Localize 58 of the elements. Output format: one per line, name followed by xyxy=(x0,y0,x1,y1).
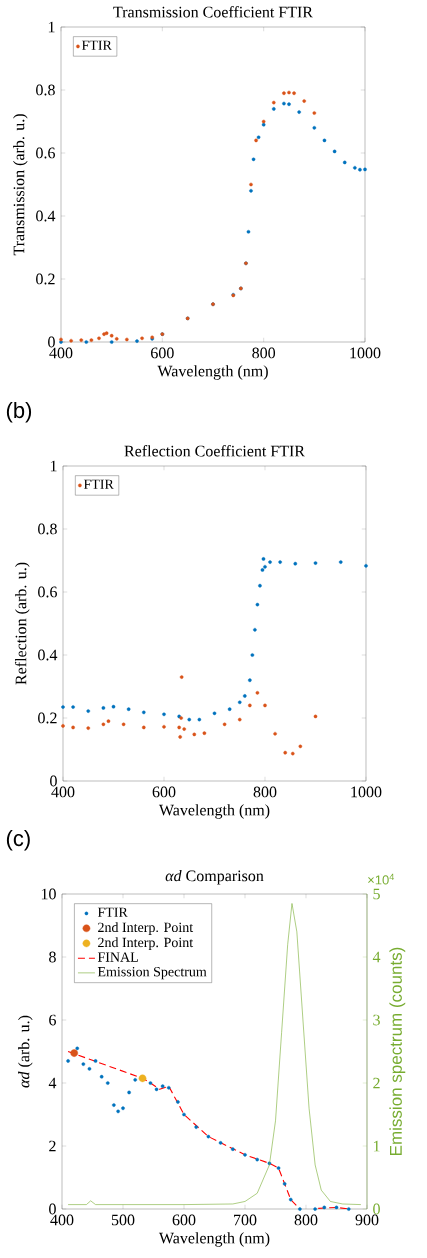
x-tick-label: 400 xyxy=(49,347,73,359)
y-tick-label: 0 xyxy=(48,336,55,348)
y2-tick-label: 3 xyxy=(373,1014,380,1026)
y2-tick-label: 4 xyxy=(372,951,381,963)
text: (c) xyxy=(6,829,30,851)
y2-tick-label: 5 xyxy=(373,888,380,900)
y-tick-label: 1 xyxy=(48,21,55,33)
y-tick-label: 0.4 xyxy=(36,210,56,222)
y-tick-label: 0 xyxy=(49,1203,56,1215)
x-tick-label: 500 xyxy=(111,1214,135,1226)
y-tick-label: 1 xyxy=(50,460,57,472)
y2-axis-title: Emission spectrum (counts) xyxy=(389,947,406,1155)
y-tick-label: 4 xyxy=(48,1077,57,1089)
y-axis-title: Transmission (arb. u.) xyxy=(13,114,28,256)
y-tick-label: 0.2 xyxy=(36,273,55,285)
x-tick-label: 800 xyxy=(294,1214,318,1226)
y-tick-label: 2 xyxy=(49,1140,56,1152)
chart-title: Transmission Coefficient FTIR xyxy=(113,6,313,18)
y2-tick-label: 2 xyxy=(373,1077,380,1089)
legend-label: Emission Spectrum xyxy=(97,967,207,980)
chart-title: Reflection Coefficient FTIR xyxy=(124,445,305,457)
y-axis-title: αd (arb. u.) xyxy=(18,1015,33,1088)
text: (b) xyxy=(6,401,32,423)
legend-label: FINAL xyxy=(97,952,138,962)
x-tick-label: 1000 xyxy=(351,786,382,798)
y-tick-label: 0 xyxy=(50,775,57,787)
y2-tick-label: 1 xyxy=(373,1140,380,1152)
text: ×10$^{4}$ xyxy=(368,873,395,885)
legend-label: FTIR xyxy=(97,907,128,917)
x-axis-title: Wavelength (nm) xyxy=(158,804,270,819)
legend-label: FTIR xyxy=(83,479,114,489)
legend-label: 2nd Interp. Point xyxy=(98,937,194,950)
x-axis-title: Wavelength (nm) xyxy=(158,1232,270,1247)
y-tick-label: 0.8 xyxy=(36,84,55,96)
y-tick-label: 10 xyxy=(41,888,56,900)
x-tick-label: 900 xyxy=(355,1214,379,1226)
y-tick-label: 0.6 xyxy=(36,147,55,159)
y-tick-label: 0.6 xyxy=(38,586,57,598)
x-tick-label: 600 xyxy=(172,1214,196,1226)
x-tick-label: 800 xyxy=(253,786,277,798)
x-tick-label: 400 xyxy=(50,1214,74,1226)
y2-tick-label: 0 xyxy=(373,1203,380,1215)
y-axis-title: Reflection (arb. u.) xyxy=(14,562,30,685)
x-tick-label: 700 xyxy=(234,1214,257,1226)
legend-label: FTIR xyxy=(81,40,112,50)
x-tick-label: 600 xyxy=(151,347,174,359)
x-tick-label: 1000 xyxy=(350,347,381,359)
chart-title: αd Comparison xyxy=(165,869,264,885)
x-tick-label: 400 xyxy=(51,786,75,798)
y-tick-label: 0.4 xyxy=(38,649,58,661)
y-tick-label: 0.2 xyxy=(38,712,57,724)
y-tick-label: 0.8 xyxy=(38,523,57,535)
y-tick-label: 8 xyxy=(49,951,56,963)
y-tick-label: 6 xyxy=(49,1014,56,1026)
x-axis-title: Wavelength (nm) xyxy=(157,365,268,380)
x-tick-label: 600 xyxy=(152,786,176,798)
legend-label: 2nd Interp. Point xyxy=(98,922,194,935)
x-tick-label: 800 xyxy=(252,347,276,359)
